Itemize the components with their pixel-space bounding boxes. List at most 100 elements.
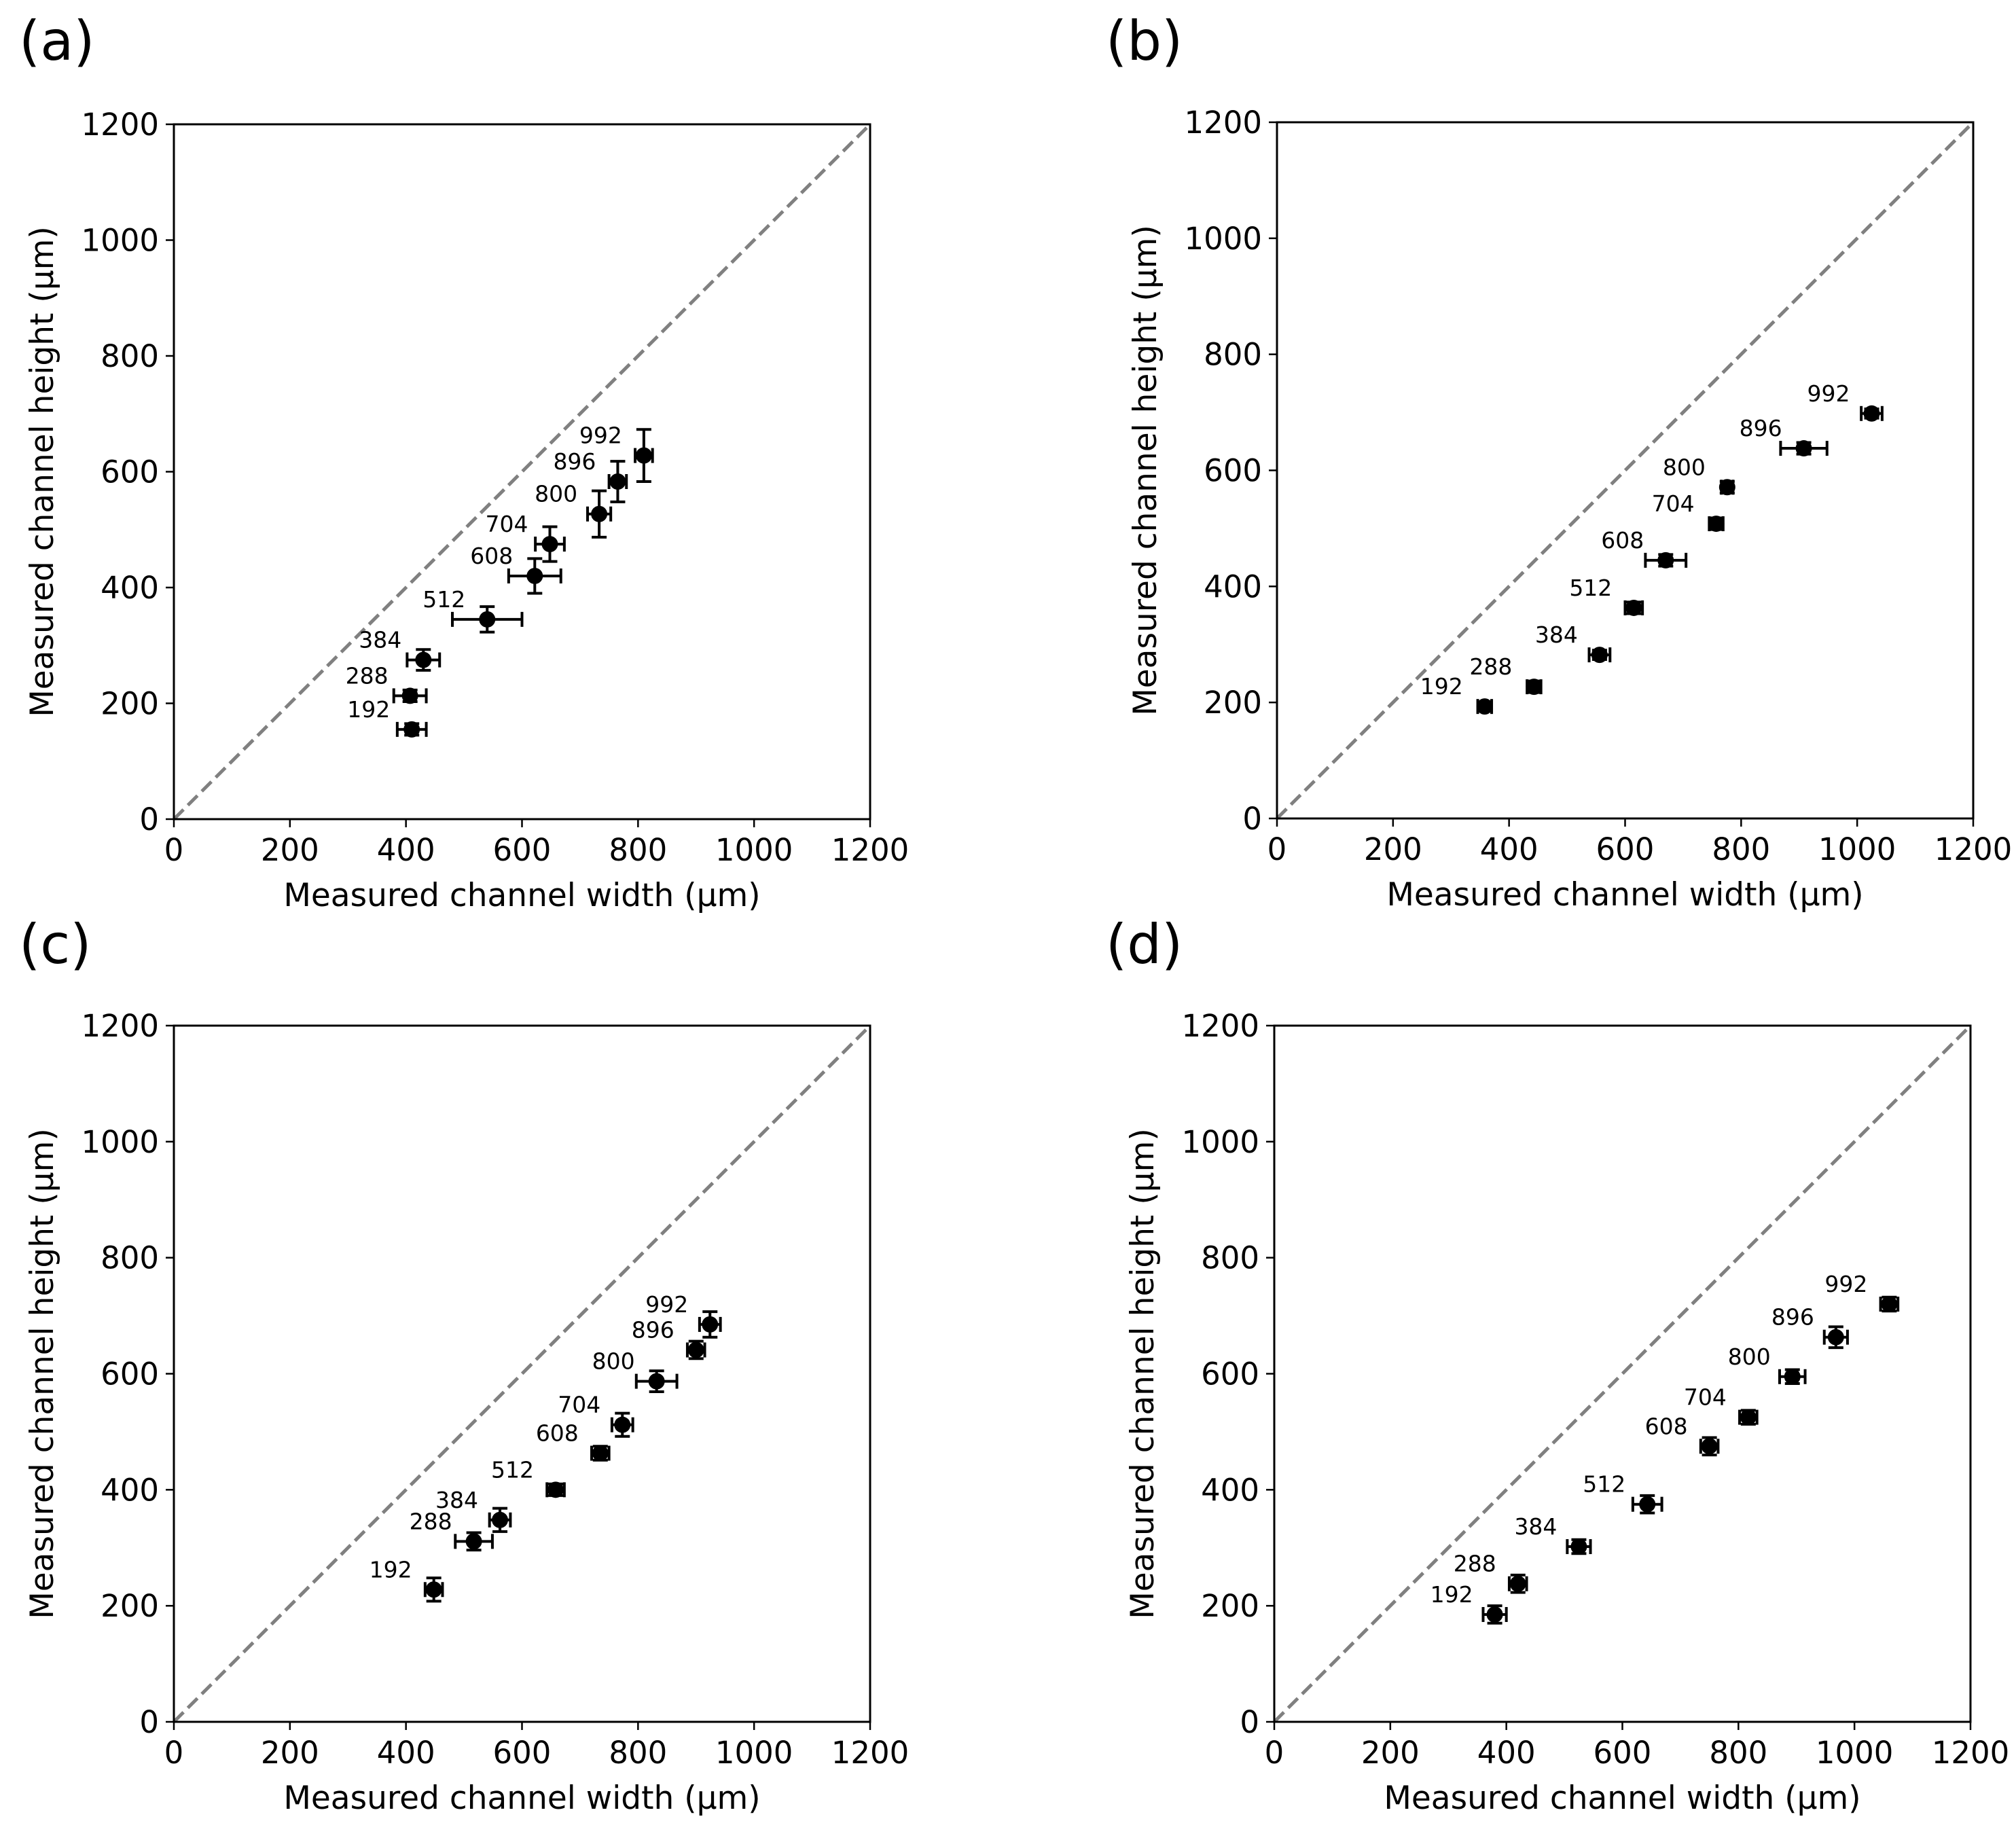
point-label: 800: [592, 1348, 635, 1375]
data-marker: [403, 721, 420, 738]
data-point-800: 800: [1728, 1344, 1807, 1386]
y-tick-label: 200: [101, 686, 159, 722]
x-axis-label: Measured channel width (μm): [283, 1780, 760, 1817]
point-label: 704: [486, 511, 528, 537]
point-label: 608: [1645, 1413, 1688, 1439]
data-marker: [1701, 1438, 1718, 1455]
data-point-800: 800: [1663, 454, 1735, 496]
x-tick-label: 1200: [831, 1735, 910, 1771]
point-label: 896: [553, 448, 596, 475]
reference-line: [1273, 1024, 1972, 1723]
y-tick-label: 400: [101, 1472, 159, 1508]
data-marker: [1740, 1409, 1757, 1426]
y-tick-label: 0: [139, 801, 159, 837]
point-label: 288: [1454, 1551, 1496, 1577]
x-tick-label: 800: [1709, 1735, 1767, 1771]
x-axis-label: Measured channel width (μm): [1384, 1780, 1860, 1817]
x-tick-label: 1000: [715, 1735, 793, 1771]
y-tick-label: 600: [1201, 1356, 1259, 1392]
y-tick-label: 400: [1204, 569, 1262, 605]
y-tick-label: 400: [1201, 1472, 1259, 1508]
y-tick-label: 1200: [81, 1008, 159, 1044]
y-tick-label: 800: [101, 338, 159, 374]
data-point-608: 608: [470, 543, 562, 595]
data-point-288: 288: [346, 662, 428, 704]
y-tick-label: 1200: [1181, 1008, 1259, 1044]
y-tick-label: 1000: [81, 1124, 159, 1160]
y-tick-label: 0: [1240, 1704, 1259, 1740]
data-marker: [1863, 405, 1880, 422]
data-point-192: 192: [1420, 673, 1494, 715]
data-point-992: 992: [645, 1291, 722, 1339]
data-point-384: 384: [1514, 1513, 1592, 1555]
x-tick-label: 200: [1361, 1735, 1420, 1771]
chart-panel-0: (a) 0 200 400 600 800 1000 1200 0 200 400 600 800 100…: [19, 10, 909, 914]
point-label: 192: [1430, 1581, 1473, 1608]
data-point-384: 384: [1535, 621, 1612, 664]
data-marker: [1625, 599, 1642, 616]
plot-frame: [1276, 121, 1975, 820]
data-marker: [1570, 1538, 1587, 1555]
data-marker: [1509, 1575, 1526, 1592]
point-label: 384: [359, 627, 401, 653]
plot-frame: [173, 123, 871, 821]
chart-panel-3: (d) 0 200 400 600 800 1000 1200 0 200 400 600 800 100…: [1106, 913, 2009, 1817]
point-label: 512: [491, 1456, 534, 1483]
data-marker: [592, 1445, 609, 1462]
data-marker: [492, 1511, 509, 1528]
data-point-288: 288: [410, 1508, 494, 1552]
x-tick-label: 400: [377, 1735, 435, 1771]
y-tick-label: 200: [101, 1588, 159, 1624]
y-tick-label: 0: [139, 1704, 159, 1740]
x-tick-label: 600: [1594, 1735, 1652, 1771]
x-tick-label: 400: [1480, 831, 1538, 867]
data-point-704: 704: [1652, 490, 1725, 533]
data-point-992: 992: [1824, 1271, 1900, 1313]
data-marker: [465, 1533, 482, 1550]
point-label: 896: [1740, 415, 1782, 441]
x-tick-label: 600: [1596, 831, 1655, 867]
data-marker: [1486, 1606, 1503, 1623]
data-marker: [1476, 698, 1493, 715]
data-point-608: 608: [1601, 527, 1688, 569]
y-axis-label: Measured channel height (μm): [1124, 1128, 1162, 1619]
x-tick-label: 600: [493, 1735, 552, 1771]
data-marker: [614, 1416, 631, 1433]
y-tick-label: 800: [1201, 1240, 1259, 1276]
x-tick-label: 1200: [1932, 1735, 2010, 1771]
y-tick-label: 400: [101, 570, 159, 606]
x-tick-label: 0: [164, 832, 184, 868]
point-label: 608: [1601, 527, 1644, 554]
data-marker: [702, 1316, 719, 1333]
x-tick-label: 200: [1364, 831, 1422, 867]
data-marker: [1827, 1329, 1844, 1346]
x-tick-label: 1200: [1934, 831, 2013, 867]
point-label: 384: [1535, 621, 1578, 648]
data-marker: [541, 536, 558, 553]
chart-panel-1: (b) 0 200 400 600 800 1000 1200 0 200 400 600 800 100…: [1106, 10, 2012, 914]
data-marker: [401, 687, 418, 704]
panel-label: (a): [19, 10, 94, 73]
data-point-384: 384: [435, 1487, 512, 1533]
data-marker: [1657, 552, 1674, 569]
point-label: 896: [1771, 1304, 1814, 1331]
point-label: 992: [1824, 1271, 1867, 1297]
data-point-384: 384: [359, 627, 442, 672]
data-point-288: 288: [1469, 653, 1543, 696]
y-axis-label: Measured channel height (μm): [24, 1128, 61, 1619]
y-tick-label: 1200: [1184, 105, 1262, 141]
x-tick-label: 0: [164, 1735, 184, 1771]
point-label: 288: [346, 662, 389, 689]
point-label: 800: [535, 481, 577, 507]
y-tick-label: 200: [1201, 1588, 1259, 1624]
y-tick-label: 0: [1242, 801, 1262, 837]
data-point-192: 192: [370, 1556, 444, 1603]
y-tick-label: 1000: [1181, 1124, 1259, 1160]
data-point-704: 704: [486, 511, 566, 563]
point-label: 800: [1663, 454, 1706, 480]
x-tick-label: 800: [609, 832, 667, 868]
data-point-192: 192: [347, 696, 428, 738]
data-point-992: 992: [579, 422, 654, 483]
data-point-896: 896: [632, 1316, 706, 1360]
plot-frame: [1273, 1024, 1972, 1723]
